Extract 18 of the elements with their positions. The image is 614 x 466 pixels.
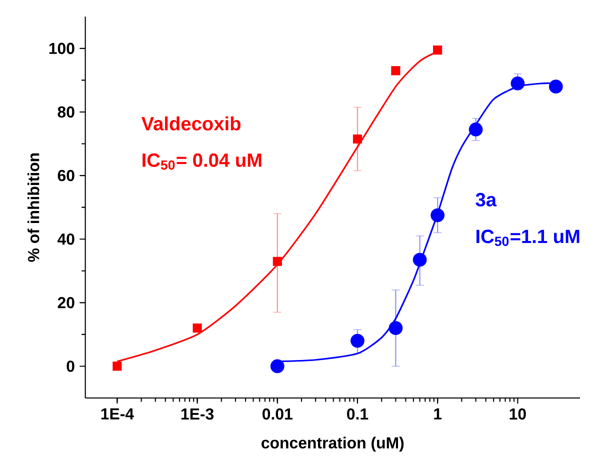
annotation: 3a — [476, 192, 497, 206]
y-tick-label: 100 — [49, 42, 74, 54]
y-tick-label: 40 — [58, 233, 74, 245]
annotation: Valdecoxib — [141, 116, 240, 130]
x-tick-label: 1E-3 — [181, 408, 214, 420]
x-axis-title: concentration (uM) — [262, 436, 404, 452]
x-tick-label: 10 — [510, 408, 526, 420]
y-tick-label: 20 — [58, 297, 74, 308]
annotation: IC$_{50}$=1.1 uM — [476, 230, 580, 246]
annotation: IC$_{50}$= 0.04 uM — [142, 153, 262, 170]
x-tick-label: 1E-4 — [101, 408, 134, 420]
y-tick-label: 60 — [58, 170, 74, 182]
y-tick-label: 0 — [66, 360, 74, 372]
y-axis-title: % of inhibition — [28, 153, 40, 262]
x-tick-label: 0.1 — [347, 408, 368, 420]
y-tick-label: 80 — [58, 106, 74, 118]
x-tick-label: 0.01 — [262, 408, 292, 420]
x-tick-label: 1 — [434, 408, 442, 420]
